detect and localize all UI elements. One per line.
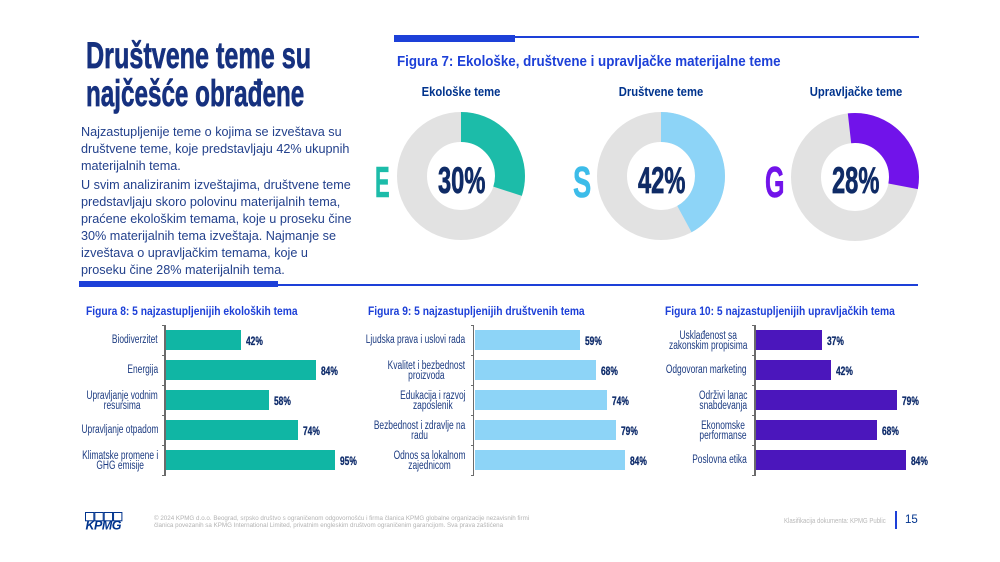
svg-text:KPMG: KPMG: [85, 518, 121, 532]
